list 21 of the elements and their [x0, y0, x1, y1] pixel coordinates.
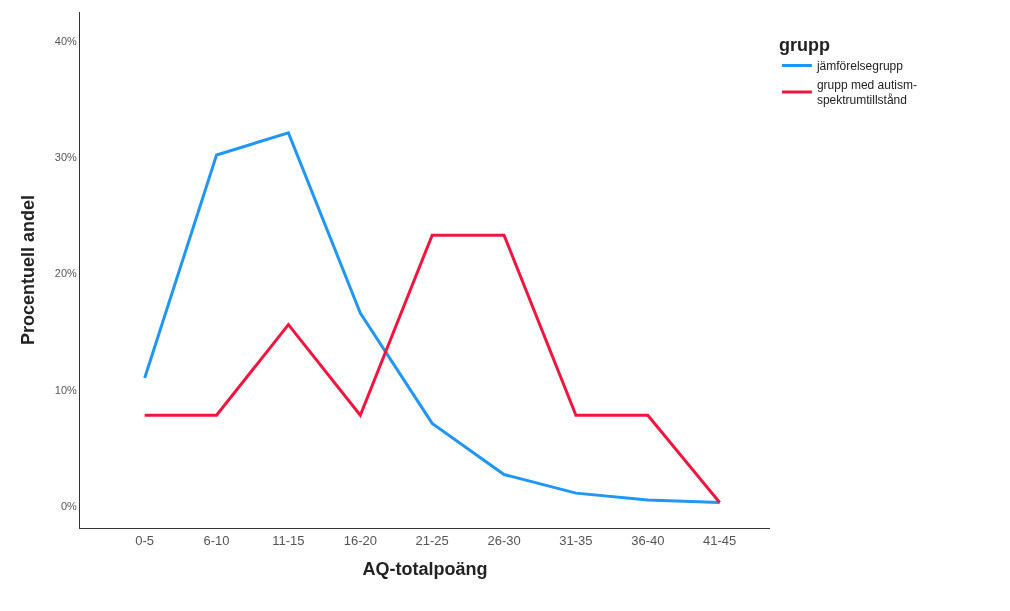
x-tick-label: 0-5: [135, 532, 155, 548]
legend-label: grupp med autism- spektrumtillstånd: [816, 77, 917, 108]
y-tick-label: 20%: [54, 267, 77, 280]
x-tick-label: 26-30: [487, 532, 521, 548]
x-tick-label: 31-35: [559, 532, 593, 548]
legend-label: jämförelsegrupp: [815, 59, 904, 74]
x-axis-title: AQ-totalpoäng: [362, 558, 488, 579]
x-tick-label: 21-25: [415, 532, 449, 548]
y-tick-label: 10%: [54, 383, 77, 396]
x-tick-label: 36-40: [631, 532, 665, 548]
y-tick-label: 0%: [60, 499, 78, 512]
y-axis-title: Procentuell andel: [17, 194, 38, 346]
x-tick-label: 6-10: [203, 532, 230, 548]
legend-title: grupp: [778, 34, 830, 55]
line-series: [143, 233, 722, 504]
x-tick-label: 16-20: [343, 532, 377, 548]
x-tick-label: 41-45: [703, 532, 737, 548]
y-tick-label: 40%: [54, 34, 77, 47]
line-series: [143, 131, 722, 504]
y-tick-label: 30%: [54, 151, 77, 164]
x-tick-label: 11-15: [272, 532, 305, 548]
